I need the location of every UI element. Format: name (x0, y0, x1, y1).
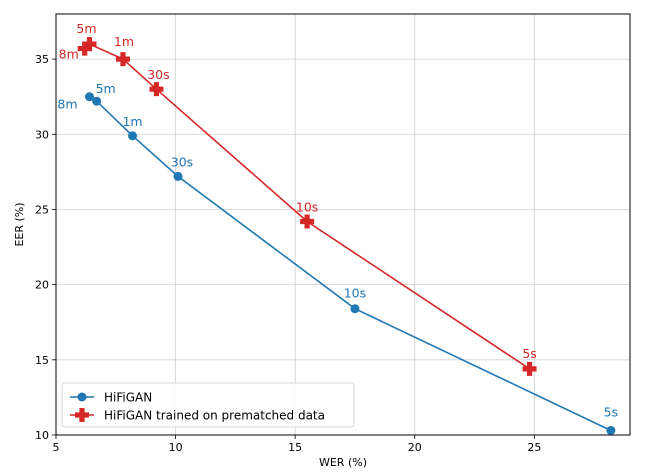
x-tick-label: 10 (169, 441, 183, 454)
data-label: 1m (114, 34, 134, 49)
x-tick-label: 20 (408, 441, 422, 454)
legend-circle-marker (77, 392, 87, 402)
y-tick-label: 35 (35, 53, 49, 66)
y-axis-label: EER (%) (13, 202, 26, 246)
series-line (89, 96, 612, 432)
data-point-plus (82, 37, 97, 52)
x-axis-label: WER (%) (319, 456, 367, 469)
x-tick-label: 25 (527, 441, 541, 454)
x-tick-label: 5 (53, 441, 60, 454)
legend-label: HiFiGAN (104, 391, 152, 405)
data-label: 8m (57, 97, 77, 112)
data-point-plus (522, 361, 537, 376)
data-label: 30s (147, 67, 169, 82)
ticks: 5 10 15 20 25 10 15 20 25 30 35 (35, 53, 541, 454)
data-point-circle (128, 131, 138, 141)
series-2: 8m 5m 1m 30s 10s 5s (59, 21, 537, 376)
legend-plus-marker (75, 408, 89, 422)
data-point-plus (77, 41, 92, 56)
y-tick-label: 15 (35, 354, 49, 367)
data-point-circle (84, 92, 94, 102)
data-point-circle (92, 96, 102, 106)
data-point-circle (173, 171, 183, 181)
plot-frame (55, 13, 631, 436)
x-tick-label: 15 (288, 441, 302, 454)
y-tick-label: 25 (35, 203, 49, 216)
data-point-plus (149, 82, 164, 97)
y-tick-label: 10 (35, 429, 49, 442)
y-tick-label: 20 (35, 279, 49, 292)
data-point-circle (350, 304, 360, 314)
data-point-plus (115, 52, 130, 67)
legend-box (61, 382, 355, 428)
data-label: 10s (296, 199, 318, 214)
data-label: 5s (604, 404, 618, 419)
data-label: 5m (76, 21, 96, 36)
legend-item: HiFiGAN trained on prematched data (70, 408, 325, 423)
data-label: 5s (522, 346, 536, 361)
legend-item: HiFiGAN (70, 391, 152, 405)
data-label: 10s (344, 286, 366, 301)
data-label: 30s (171, 154, 193, 169)
series-1: 8m 5m 1m 30s 10s 5s (57, 81, 618, 435)
series-layer: 8m 5m 1m 30s 10s 5s 8m 5m 1m 30s 10s 5s (57, 21, 618, 435)
data-point-circle (606, 425, 616, 435)
y-tick-label: 30 (35, 128, 49, 141)
data-label: 8m (59, 47, 79, 62)
data-label: 5m (96, 81, 116, 96)
data-label: 1m (122, 114, 142, 129)
legend: HiFiGAN HiFiGAN trained on prematched dat… (61, 382, 355, 428)
legend-label: HiFiGAN trained on prematched data (104, 409, 325, 423)
data-point-plus (300, 214, 315, 229)
